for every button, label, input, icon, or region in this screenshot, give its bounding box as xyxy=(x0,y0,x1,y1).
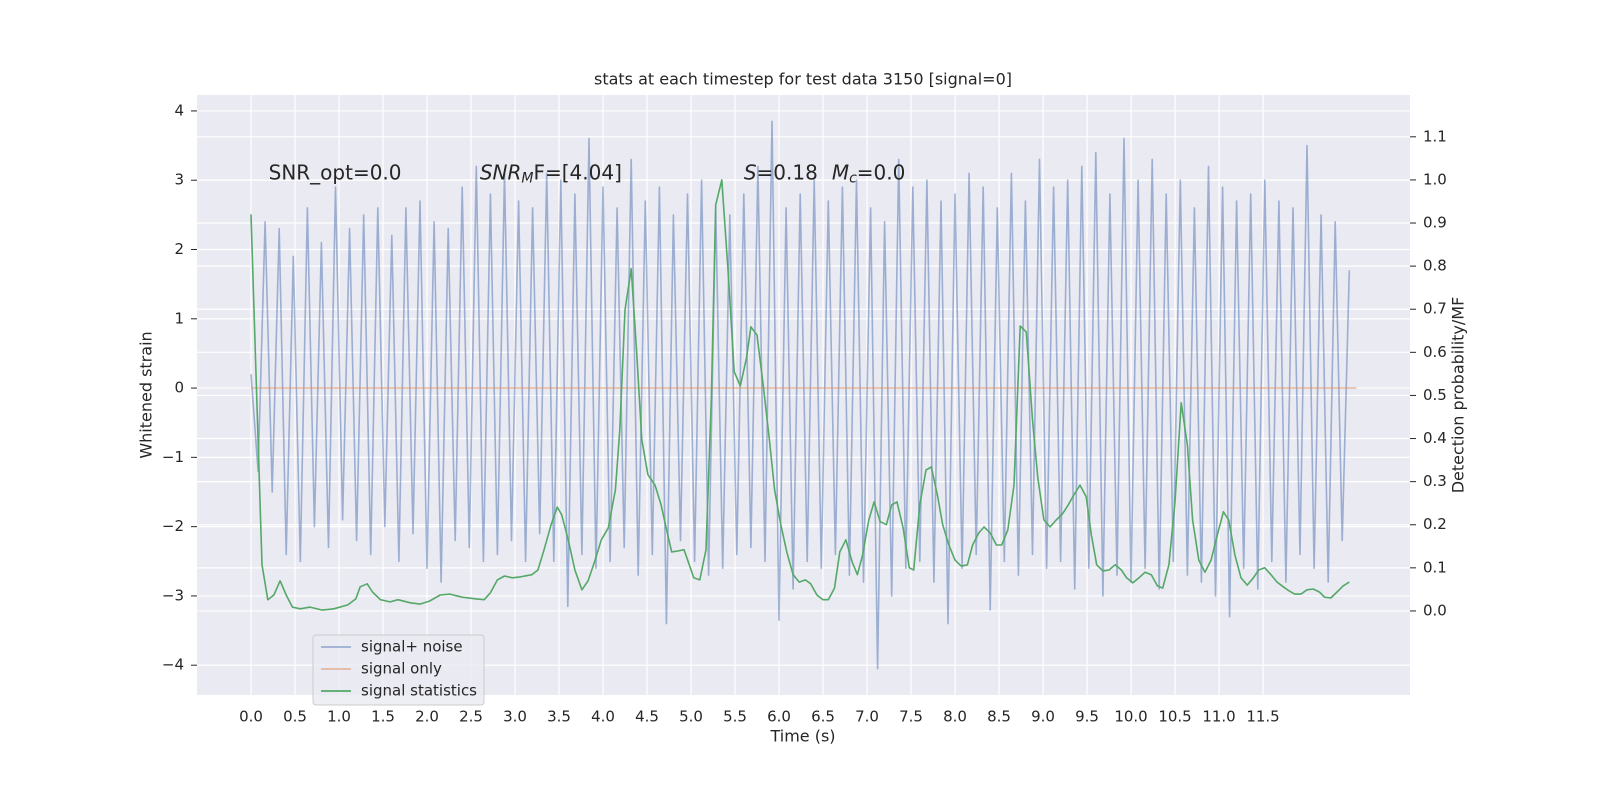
annotation-sub: M xyxy=(521,170,533,186)
x-tick-label: 2.5 xyxy=(459,708,483,726)
y-axis-label: Whitened strain xyxy=(137,331,156,458)
legend-label: signal only xyxy=(361,660,442,678)
x-tick-label: 8.0 xyxy=(943,708,967,726)
y2-tick-label: 0.8 xyxy=(1423,257,1447,275)
x-tick-label: 5.5 xyxy=(723,708,747,726)
annotation-tail: F=[4.04] xyxy=(533,160,621,184)
x-tick-label: 9.0 xyxy=(1031,708,1055,726)
x-tick-label: 0.5 xyxy=(283,708,307,726)
annotation-main: M xyxy=(832,160,849,184)
y2-tick-label: 0.4 xyxy=(1423,429,1447,447)
annotation-main: S xyxy=(744,160,757,184)
annotation-main: SNR_opt=0.0 xyxy=(269,160,402,184)
annotation-sub: c xyxy=(849,170,857,186)
y2-axis-label: Detection probability/MF xyxy=(1449,297,1468,494)
legend: signal+ noise signal only signal statistic… xyxy=(312,634,485,706)
annotation: S=0.18 xyxy=(744,160,818,184)
y2-tick-label: 0.6 xyxy=(1423,343,1447,361)
x-tick-label: 8.5 xyxy=(987,708,1011,726)
y2-tick-label: 0.7 xyxy=(1423,300,1447,318)
x-tick-label: 7.0 xyxy=(855,708,879,726)
legend-label: signal statistics xyxy=(361,682,477,700)
annotation: Mc=0.0 xyxy=(832,160,906,187)
y2-tick-label: 0.1 xyxy=(1423,558,1447,576)
y-tick-label: 3 xyxy=(174,171,184,189)
y-tick-label: −3 xyxy=(162,586,184,604)
y-tick-label: 4 xyxy=(174,101,184,119)
x-tick-label: 6.0 xyxy=(767,708,791,726)
series-line xyxy=(250,120,1351,670)
x-tick-label: 1.0 xyxy=(327,708,351,726)
x-tick-label: 4.5 xyxy=(635,708,659,726)
x-tick-label: 10.0 xyxy=(1114,708,1147,726)
annotation: SNRMF=[4.04] xyxy=(480,160,622,187)
x-tick-label: 1.5 xyxy=(371,708,395,726)
y2-tick-label: 0.3 xyxy=(1423,472,1447,490)
x-axis-label: Time (s) xyxy=(769,727,835,746)
y-tick-label: 1 xyxy=(174,309,184,327)
x-tick-label: 10.5 xyxy=(1158,708,1191,726)
y-tick-label: 2 xyxy=(174,240,184,258)
x-tick-label: 9.5 xyxy=(1075,708,1099,726)
y-tick-label: −1 xyxy=(162,448,184,466)
x-tick-label: 3.5 xyxy=(547,708,571,726)
y2-tick-label: 0.0 xyxy=(1423,601,1447,619)
y2-tick-label: 0.5 xyxy=(1423,386,1447,404)
y2-tick-label: 1.1 xyxy=(1423,127,1447,145)
x-tick-label: 7.5 xyxy=(899,708,923,726)
chart-title: stats at each timestep for test data 315… xyxy=(594,70,1012,89)
x-tick-label: 2.0 xyxy=(415,708,439,726)
x-tick-label: 6.5 xyxy=(811,708,835,726)
annotation-tail: =0.0 xyxy=(857,160,906,184)
x-tick-label: 4.0 xyxy=(591,708,615,726)
y-tick-label: 0 xyxy=(174,379,184,397)
annotation: SNR_opt=0.0 xyxy=(269,160,402,184)
legend-label: signal+ noise xyxy=(361,638,463,656)
series-line xyxy=(250,179,1350,611)
x-tick-label: 11.5 xyxy=(1246,708,1279,726)
y2-tick-label: 0.9 xyxy=(1423,214,1447,232)
y2-tick-label: 1.0 xyxy=(1423,170,1447,188)
x-tick-label: 5.0 xyxy=(679,708,703,726)
marks xyxy=(250,120,1357,670)
x-tick-label: 3.0 xyxy=(503,708,527,726)
y-tick-label: −4 xyxy=(162,656,184,674)
axes: 0.0 0.5 1.0 1.5 2.0 2.5 3.0 3.5 4.0 4.5 5.0 5.5 6.0 6… xyxy=(162,101,1447,725)
y-tick-label: −2 xyxy=(162,517,184,535)
annotation-tail: =0.18 xyxy=(757,160,818,184)
y2-tick-label: 0.2 xyxy=(1423,515,1447,533)
x-tick-label: 11.0 xyxy=(1202,708,1235,726)
annotation-main: SNR xyxy=(480,160,522,184)
legend-box xyxy=(312,634,485,706)
x-tick-label: 0.0 xyxy=(239,708,263,726)
